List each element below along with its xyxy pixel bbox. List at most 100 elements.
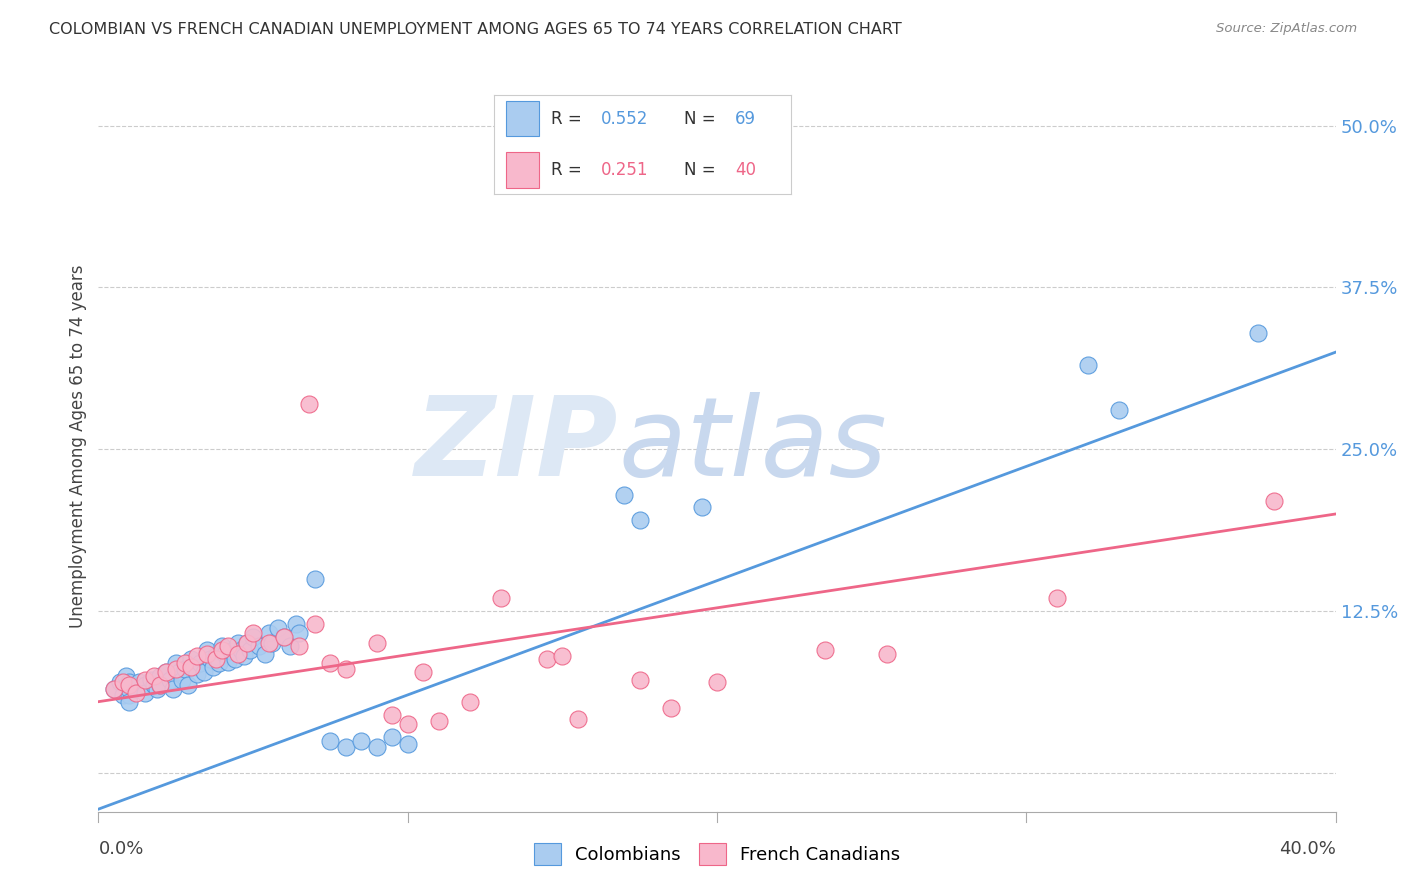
Point: [149, 678, 172, 692]
Point: [489, 591, 512, 606]
Point: [112, 688, 135, 702]
Point: [165, 662, 187, 676]
Point: [134, 673, 156, 687]
Point: [628, 673, 651, 687]
Point: [257, 626, 280, 640]
Point: [149, 678, 172, 692]
Point: [208, 656, 231, 670]
Point: [319, 656, 342, 670]
Point: [211, 643, 233, 657]
Point: [118, 678, 141, 692]
Point: [112, 675, 135, 690]
Point: [232, 649, 254, 664]
Point: [458, 695, 481, 709]
Point: [180, 659, 202, 673]
Point: [814, 643, 837, 657]
Point: [288, 626, 311, 640]
Point: [174, 662, 197, 676]
Point: [381, 707, 404, 722]
Point: [214, 647, 236, 661]
Point: [159, 673, 181, 687]
Point: [167, 665, 190, 679]
Point: [273, 630, 295, 644]
Point: [198, 652, 221, 666]
Point: [304, 617, 326, 632]
Point: [239, 643, 262, 657]
Point: [536, 652, 558, 666]
Point: [427, 714, 450, 728]
Point: [115, 669, 138, 683]
Text: ZIP: ZIP: [415, 392, 619, 500]
Point: [288, 639, 311, 653]
Point: [260, 636, 283, 650]
Point: [567, 712, 589, 726]
Point: [1247, 326, 1270, 340]
Point: [162, 681, 184, 696]
Point: [582, 177, 605, 191]
Point: [1108, 403, 1130, 417]
Text: 0.0%: 0.0%: [98, 840, 143, 858]
Point: [304, 572, 326, 586]
Point: [229, 643, 252, 657]
Point: [217, 655, 239, 669]
Point: [690, 500, 713, 515]
Point: [118, 688, 141, 702]
Point: [396, 738, 419, 752]
Point: [180, 652, 202, 666]
Point: [211, 639, 233, 653]
Point: [273, 630, 295, 644]
Point: [146, 681, 169, 696]
Point: [335, 662, 357, 676]
Point: [226, 636, 249, 650]
Text: 40.0%: 40.0%: [1279, 840, 1336, 858]
Legend: Colombians, French Canadians: Colombians, French Canadians: [526, 836, 908, 872]
Point: [242, 626, 264, 640]
Point: [190, 656, 212, 670]
Point: [267, 621, 290, 635]
Point: [285, 617, 308, 632]
Point: [186, 649, 208, 664]
Point: [335, 739, 357, 754]
Point: [1077, 358, 1099, 372]
Point: [876, 647, 898, 661]
Point: [165, 656, 187, 670]
Point: [224, 652, 246, 666]
Point: [143, 669, 166, 683]
Text: COLOMBIAN VS FRENCH CANADIAN UNEMPLOYMENT AMONG AGES 65 TO 74 YEARS CORRELATION : COLOMBIAN VS FRENCH CANADIAN UNEMPLOYMEN…: [49, 22, 903, 37]
Point: [217, 639, 239, 653]
Point: [186, 667, 208, 681]
Point: [118, 675, 141, 690]
Point: [257, 636, 280, 650]
Point: [103, 681, 125, 696]
Point: [366, 636, 388, 650]
Text: Source: ZipAtlas.com: Source: ZipAtlas.com: [1216, 22, 1357, 36]
Point: [128, 675, 150, 690]
Point: [366, 739, 388, 754]
Point: [1046, 591, 1069, 606]
Point: [350, 733, 373, 747]
Point: [412, 665, 434, 679]
Point: [381, 730, 404, 744]
Point: [396, 716, 419, 731]
Point: [201, 659, 224, 673]
Point: [118, 681, 141, 696]
Point: [193, 665, 215, 679]
Point: [1263, 494, 1285, 508]
Point: [134, 678, 156, 692]
Point: [170, 673, 193, 687]
Point: [143, 678, 166, 692]
Point: [226, 647, 249, 661]
Point: [124, 681, 146, 696]
Point: [118, 695, 141, 709]
Point: [659, 701, 682, 715]
Point: [628, 513, 651, 527]
Point: [613, 487, 636, 501]
Point: [205, 649, 228, 664]
Point: [242, 630, 264, 644]
Point: [134, 685, 156, 699]
Point: [319, 733, 342, 747]
Point: [195, 647, 218, 661]
Point: [155, 665, 177, 679]
Point: [139, 673, 162, 687]
Point: [278, 639, 301, 653]
